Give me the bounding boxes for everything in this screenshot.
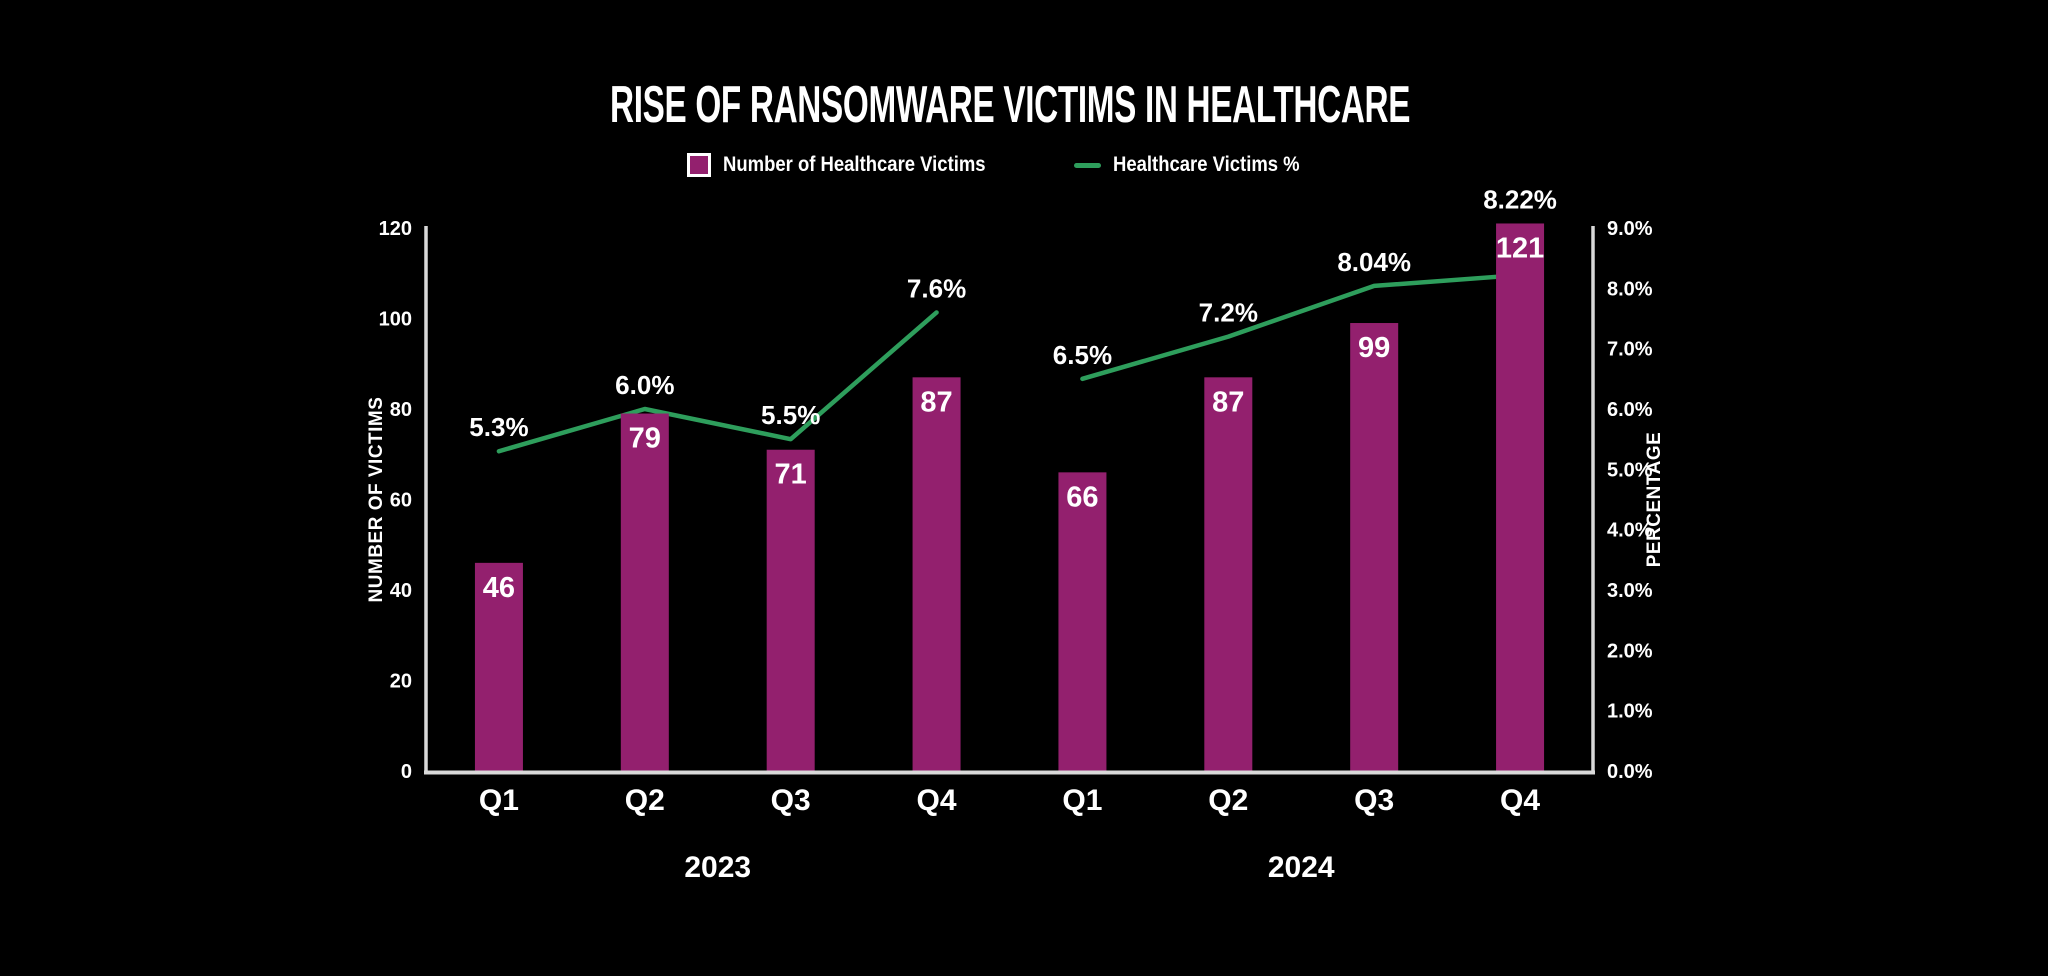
x-tick-label: Q4 (917, 784, 957, 817)
legend-label: Healthcare Victims % (1112, 153, 1300, 176)
bar (1350, 323, 1399, 773)
x-tick-label: Q1 (479, 784, 519, 817)
legend-item: Healthcare Victims % (1073, 153, 1325, 177)
bar-value-label: 66 (1066, 481, 1098, 513)
right-axis-tick-label: 9.0% (1607, 218, 1653, 240)
legend-item: Number of Healthcare Victims (687, 153, 1021, 177)
bar (474, 562, 523, 773)
title-wrap: RISE OF RANSOMWARE VICTIMS IN HEALTHCARE (0, 76, 2020, 134)
x-tick-label: Q2 (1208, 784, 1248, 817)
bar-value-label: 87 (920, 386, 952, 418)
bar-value-label: 99 (1358, 332, 1390, 364)
bar-value-label: 87 (1212, 386, 1244, 418)
year-label: 2023 (684, 851, 751, 884)
left-axis-tick-label: 60 (390, 490, 412, 512)
left-axis-tick-label: 80 (390, 399, 412, 421)
bar (1204, 377, 1253, 773)
legend-label: Number of Healthcare Victims (723, 153, 986, 176)
chart-title: RISE OF RANSOMWARE VICTIMS IN HEALTHCARE (609, 76, 1411, 134)
line-value-label: 6.5% (1053, 340, 1112, 370)
bar-value-label: 46 (483, 572, 515, 604)
left-axis-tick-label: 120 (379, 218, 412, 240)
legend: Number of Healthcare Victims Healthcare V… (0, 146, 2012, 184)
line-value-label: 7.6% (907, 273, 966, 303)
bar (766, 449, 815, 773)
line-value-label: 7.2% (1199, 298, 1258, 328)
bar-value-label: 121 (1496, 232, 1544, 264)
right-axis-tick-label: 7.0% (1607, 339, 1653, 361)
bar-value-label: 79 (629, 423, 661, 455)
right-axis-tick-label: 2.0% (1607, 640, 1653, 662)
x-tick-label: Q3 (771, 784, 811, 817)
left-axis-title: NUMBER OF VICTIMS (366, 397, 387, 603)
right-axis-tick-label: 0.0% (1607, 761, 1653, 783)
bar (1496, 223, 1545, 774)
x-tick-label: Q3 (1354, 784, 1394, 817)
line-value-label: 5.3% (469, 412, 528, 442)
year-label: 2024 (1268, 851, 1335, 884)
x-tick-label: Q2 (625, 784, 665, 817)
left-axis-tick-label: 100 (379, 309, 412, 331)
legend-line-swatch-icon (1073, 162, 1101, 168)
right-axis-tick-label: 4.0% (1607, 520, 1653, 542)
legend-bar-swatch-icon (687, 153, 712, 177)
right-axis-tick-label: 5.0% (1607, 459, 1653, 481)
x-tick-label: Q4 (1500, 784, 1540, 817)
line-value-label: 6.0% (615, 370, 674, 400)
right-axis-tick-label: 1.0% (1607, 701, 1653, 723)
right-axis-tick-label: 8.0% (1607, 278, 1653, 300)
right-axis-tick-label: 3.0% (1607, 580, 1653, 602)
bar (620, 413, 669, 773)
trend-line (496, 310, 939, 454)
bar-value-label: 71 (775, 459, 807, 491)
line-value-label: 8.22% (1483, 184, 1557, 214)
line-value-label: 5.5% (761, 400, 820, 430)
right-axis-title: PERCENTAGE (1644, 432, 1665, 568)
bar (912, 377, 961, 773)
bar (1058, 472, 1107, 773)
left-axis-tick-label: 0 (401, 761, 412, 783)
left-axis-tick-label: 20 (390, 671, 412, 693)
left-axis-tick-label: 40 (390, 580, 412, 602)
line-value-label: 8.04% (1337, 247, 1411, 277)
right-axis-tick-label: 6.0% (1607, 399, 1653, 421)
trend-line (1080, 272, 1523, 382)
x-tick-label: Q1 (1062, 784, 1102, 817)
